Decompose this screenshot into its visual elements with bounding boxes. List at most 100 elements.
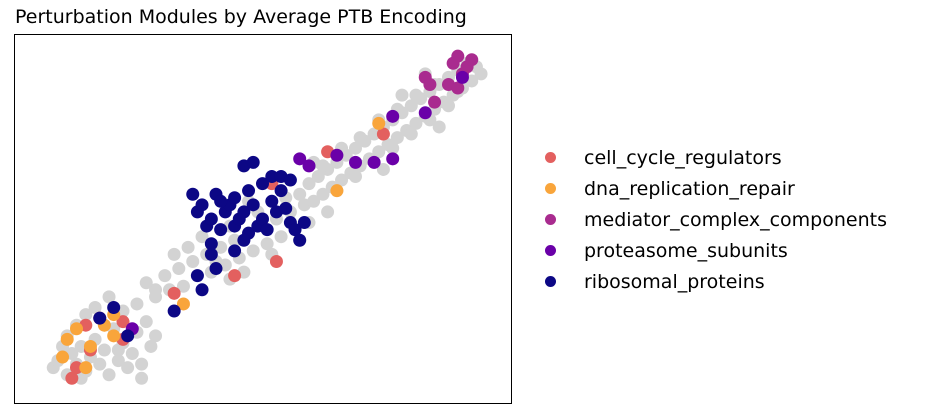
background-point xyxy=(311,170,325,184)
point-dna-replication-repair xyxy=(330,184,344,198)
background-point xyxy=(404,99,418,113)
point-ribosomal-proteins xyxy=(214,223,228,237)
background-point xyxy=(274,230,288,244)
point-dna-replication-repair xyxy=(70,322,83,336)
background-point xyxy=(409,88,423,102)
background-point xyxy=(181,240,195,254)
legend-item: cell_cycle_regulators xyxy=(540,142,887,173)
background-point xyxy=(111,354,125,368)
point-ribosomal-proteins xyxy=(256,177,269,191)
background-point xyxy=(125,347,139,361)
background-point xyxy=(130,297,144,311)
legend-label: dna_replication_repair xyxy=(584,177,795,200)
point-ribosomal-proteins xyxy=(167,304,181,318)
background-point xyxy=(97,343,111,357)
background-point xyxy=(172,262,186,276)
point-proteasome-subunits xyxy=(349,155,362,169)
point-proteasome-subunits xyxy=(455,70,469,84)
point-dna-replication-repair xyxy=(372,116,386,130)
background-point xyxy=(404,127,418,141)
point-ribosomal-proteins xyxy=(204,247,218,261)
background-point xyxy=(111,343,125,357)
point-ribosomal-proteins xyxy=(283,173,297,187)
point-dna-replication-repair xyxy=(60,332,74,346)
background-point xyxy=(353,131,367,145)
point-proteasome-subunits xyxy=(418,106,432,120)
point-ribosomal-proteins xyxy=(195,283,209,297)
legend: cell_cycle_regulators dna_replication_re… xyxy=(540,142,887,297)
background-point xyxy=(307,194,321,208)
legend-item: proteasome_subunits xyxy=(540,235,887,266)
background-point xyxy=(372,145,386,159)
point-ribosomal-proteins xyxy=(242,184,256,198)
legend-label: proteasome_subunits xyxy=(584,239,788,262)
point-ribosomal-proteins xyxy=(209,262,223,276)
legend-label: mediator_complex_components xyxy=(584,208,887,231)
legend-swatch xyxy=(545,183,556,194)
point-proteasome-subunits xyxy=(302,159,316,173)
point-dna-replication-repair xyxy=(83,339,97,353)
point-ribosomal-proteins xyxy=(246,198,260,212)
point-proteasome-subunits xyxy=(386,109,400,123)
background-point xyxy=(260,237,274,251)
background-point xyxy=(176,279,190,293)
background-point xyxy=(139,276,153,290)
point-ribosomal-proteins xyxy=(265,194,279,208)
point-mediator-complex-components xyxy=(423,77,437,91)
legend-item: ribosomal_proteins xyxy=(540,266,887,297)
point-ribosomal-proteins xyxy=(214,194,228,208)
point-proteasome-subunits xyxy=(330,148,344,162)
background-point xyxy=(302,177,316,191)
point-cell-cycle-regulators xyxy=(228,269,242,283)
point-mediator-complex-components xyxy=(465,53,479,67)
legend-swatch xyxy=(545,214,556,225)
point-ribosomal-proteins xyxy=(274,184,288,198)
point-ribosomal-proteins xyxy=(265,170,279,184)
plot-frame xyxy=(14,34,512,404)
point-dna-replication-repair xyxy=(107,329,121,343)
point-ribosomal-proteins xyxy=(237,205,251,219)
point-ribosomal-proteins xyxy=(204,212,218,226)
point-dna-replication-repair xyxy=(56,350,70,364)
point-dna-replication-repair xyxy=(176,297,190,311)
point-proteasome-subunits xyxy=(293,152,307,166)
point-mediator-complex-components xyxy=(451,49,465,63)
background-point xyxy=(158,269,172,283)
background-point xyxy=(149,290,163,304)
background-point xyxy=(376,162,390,176)
background-point xyxy=(390,131,404,145)
point-ribosomal-proteins xyxy=(195,198,209,212)
point-ribosomal-proteins xyxy=(279,201,293,215)
point-mediator-complex-components xyxy=(451,81,465,95)
point-ribosomal-proteins xyxy=(260,223,274,237)
background-point xyxy=(167,247,181,261)
background-point xyxy=(246,244,260,258)
point-cell-cycle-regulators xyxy=(116,315,130,329)
point-cell-cycle-regulators xyxy=(167,286,181,300)
point-mediator-complex-components xyxy=(428,95,442,109)
background-point xyxy=(144,339,158,353)
background-point xyxy=(349,141,362,155)
point-cell-cycle-regulators xyxy=(70,361,83,375)
background-point xyxy=(139,315,153,329)
background-point xyxy=(186,254,200,268)
background-point xyxy=(88,301,102,314)
legend-label: ribosomal_proteins xyxy=(584,270,765,293)
background-point xyxy=(395,88,409,102)
point-ribosomal-proteins xyxy=(297,216,311,230)
background-point xyxy=(409,116,423,130)
point-cell-cycle-regulators xyxy=(65,371,79,385)
background-point xyxy=(293,187,307,201)
point-ribosomal-proteins xyxy=(228,191,242,205)
background-point xyxy=(442,99,455,113)
background-point xyxy=(102,368,116,382)
background-point xyxy=(74,371,88,385)
point-ribosomal-proteins xyxy=(93,311,107,325)
legend-item: mediator_complex_components xyxy=(540,204,887,235)
background-point xyxy=(228,233,242,247)
point-ribosomal-proteins xyxy=(186,187,200,201)
background-point xyxy=(79,308,93,322)
point-ribosomal-proteins xyxy=(204,237,218,251)
legend-swatch xyxy=(545,152,556,163)
